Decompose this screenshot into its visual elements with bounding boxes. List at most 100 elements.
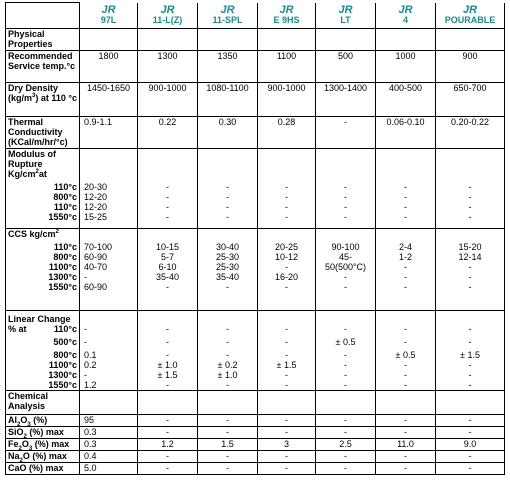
table-cell: -: [315, 462, 376, 475]
label-sub: 2: [18, 445, 22, 452]
chem-label: SiO2 (%) max: [5, 426, 80, 440]
table-cell: 1300-1400: [315, 82, 376, 117]
table-cell: 900-1000: [257, 82, 316, 117]
table-cell: 12-20: [84, 192, 108, 202]
table-cell: ± 1.5: [460, 350, 480, 360]
service-temp-row: Recommended Service temp.°c 1800 1300 13…: [5, 50, 505, 83]
table-cell: -: [166, 324, 169, 334]
table-cell: -: [197, 426, 258, 439]
table-cell: -: [84, 324, 87, 334]
table-cell: -: [344, 370, 347, 380]
grade-label: 11-SPL: [212, 14, 243, 25]
table-cell: 1000: [375, 50, 436, 83]
rupture-col-3: ----: [257, 148, 316, 229]
table-cell: 0.9-1.1: [79, 116, 138, 149]
table-cell: -: [404, 212, 407, 222]
table-cell: 2-4: [398, 242, 412, 252]
label-sub: 2: [23, 433, 27, 440]
table-cell: 2.5: [315, 438, 376, 451]
table-cell: 1800: [79, 50, 138, 83]
table-cell: 1.2: [84, 380, 97, 390]
ccs-label-cell: CCS kg/cm2 110°c 800°c 1100°c 1300°c 155…: [5, 228, 80, 311]
table-cell: -: [137, 414, 198, 427]
table-cell: -: [315, 116, 376, 149]
table-cell: -: [375, 426, 436, 439]
table-cell: -: [375, 414, 436, 427]
brand-label: JR: [338, 3, 353, 16]
linear-temp: 1100°c: [48, 360, 77, 370]
service-temp-label: Recommended Service temp.°c: [5, 50, 80, 83]
table-cell: -: [344, 212, 347, 222]
table-cell: 1080-1100: [197, 82, 258, 117]
table-cell: -: [166, 337, 169, 347]
label-part: Na: [8, 451, 20, 461]
linear-col-0: - -0.1 0.2-1.2: [79, 310, 138, 391]
chem-row-al2o3: Al2O3 (%) 95 - - - - - -: [5, 414, 505, 428]
ccs-col-2: 30-40 25-30 25-30 35-40-: [197, 228, 258, 311]
physical-section-row: Physical Properties: [5, 28, 505, 51]
table-cell: 1100: [257, 50, 316, 83]
label-part: O: [20, 415, 28, 425]
grade-label: 4: [402, 14, 408, 25]
rupture-col-2: ----: [197, 148, 258, 229]
brand-label: JR: [398, 3, 413, 16]
table-cell: 60-90: [84, 282, 108, 292]
grade-label: 97L: [100, 14, 117, 25]
label-part: ) at 110 °c: [35, 93, 77, 103]
table-cell: -: [468, 337, 472, 347]
grade-header-5: JR 4: [375, 2, 436, 29]
label-sub: 3: [28, 445, 33, 452]
header-row: JR 97L JR 11-L(Z) JR 11-SPL JR E 9HS JR LT JR…: [5, 2, 505, 29]
table-cell: 1-2: [398, 252, 412, 262]
table-cell: -: [226, 324, 229, 334]
table-cell: 1300: [137, 50, 198, 83]
chem-row-fe2o3: Fe2O3 (%) max 0.3 1.2 1.5 3 2.5 11.0 9.0: [5, 438, 505, 452]
table-cell: -: [285, 324, 288, 334]
linear-temp: 800°c: [53, 350, 77, 360]
label-sub: 2: [17, 421, 21, 428]
table-cell: -: [435, 426, 505, 439]
table-cell: -: [344, 360, 347, 370]
grade-header-6: JR POURABLE: [435, 2, 505, 29]
table-cell: 16-20: [274, 272, 299, 282]
table-cell: -: [285, 380, 288, 390]
label-sup: 3: [32, 93, 36, 99]
table-cell: -: [285, 212, 288, 222]
table-cell: -: [315, 414, 376, 427]
linear-col-5: - - ± 0.5- - -: [375, 310, 436, 391]
table-cell: -: [468, 182, 472, 192]
table-cell: -: [435, 462, 505, 475]
table-cell: 15-25: [84, 212, 108, 222]
chem-label: CaO (%) max: [5, 462, 80, 475]
table-cell: -: [257, 450, 316, 463]
grade-label: POURABLE: [444, 14, 496, 25]
table-cell: 900: [435, 50, 505, 83]
table-cell: 35-40: [155, 272, 180, 282]
table-cell: 45-: [338, 252, 352, 262]
table-cell: -: [468, 262, 472, 272]
table-cell: 400-500: [375, 82, 436, 117]
table-cell: -: [166, 380, 169, 390]
brand-label: JR: [220, 3, 235, 16]
table-cell: -: [344, 272, 347, 282]
grade-label: 11-L(Z): [152, 14, 183, 25]
table-cell: -: [84, 272, 87, 282]
table-cell: ± 1.5: [157, 370, 178, 380]
ccs-col-5: 2-4 1-2- - -: [375, 228, 436, 311]
linear-col-3: - - - ± 1.5- -: [257, 310, 316, 391]
table-cell: -: [226, 337, 229, 347]
table-cell: -: [404, 370, 407, 380]
table-cell: -: [468, 272, 472, 282]
table-cell: 35-40: [215, 272, 240, 282]
grade-label: E 9HS: [273, 14, 300, 25]
table-cell: -: [404, 337, 407, 347]
table-cell: -: [285, 282, 288, 292]
specs-table: JR 97L JR 11-L(Z) JR 11-SPL JR E 9HS JR LT JR…: [5, 2, 505, 475]
table-cell: -: [404, 324, 407, 334]
table-cell: -: [226, 212, 229, 222]
rupture-label: Modulus of Rupture Kg/cm2at: [8, 149, 77, 179]
linear-label: Linear Change % at: [8, 314, 71, 334]
label-part: Modulus of Rupture Kg/cm: [8, 149, 56, 179]
table-cell: -: [166, 192, 169, 202]
thermal-label: Thermal Conductivity (KCal/m/hr/°c): [5, 116, 80, 149]
